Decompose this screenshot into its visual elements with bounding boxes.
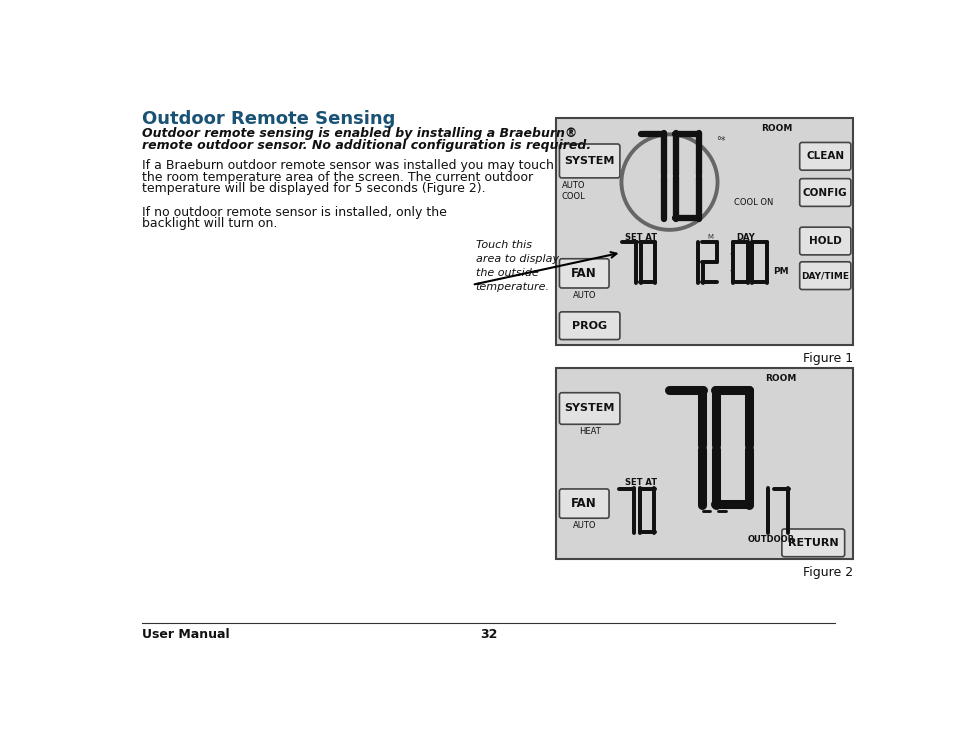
Text: PM: PM [772,267,788,276]
Text: RETURN: RETURN [787,538,838,548]
Text: M: M [707,234,713,240]
Text: °*: °* [715,136,724,146]
Text: AUTO: AUTO [572,520,596,530]
Text: the room temperature area of the screen. The current outdoor: the room temperature area of the screen.… [142,171,533,184]
FancyBboxPatch shape [558,489,608,518]
Text: 32: 32 [479,627,497,641]
Text: COOL ON: COOL ON [733,198,772,207]
Text: HEAT: HEAT [578,427,600,436]
Text: SET AT: SET AT [624,477,657,486]
Circle shape [730,270,731,272]
Text: SET AT: SET AT [624,232,657,241]
Text: HOLD: HOLD [808,236,841,246]
Text: SYSTEM: SYSTEM [564,156,615,166]
Text: CLEAN: CLEAN [805,151,843,162]
Text: FAN: FAN [571,497,597,510]
FancyBboxPatch shape [558,259,608,288]
Text: User Manual: User Manual [142,627,230,641]
Text: remote outdoor sensor. No additional configuration is required.: remote outdoor sensor. No additional con… [142,139,591,152]
Text: AUTO: AUTO [572,291,596,300]
FancyBboxPatch shape [558,312,619,339]
FancyBboxPatch shape [799,179,850,207]
Text: temperature will be displayed for 5 seconds (Figure 2).: temperature will be displayed for 5 seco… [142,182,486,196]
Circle shape [730,253,731,255]
FancyBboxPatch shape [558,393,619,424]
Text: DAY/TIME: DAY/TIME [801,271,848,280]
FancyBboxPatch shape [799,227,850,255]
FancyBboxPatch shape [799,262,850,289]
Text: ROOM: ROOM [760,124,791,133]
Text: Figure 1: Figure 1 [802,352,852,365]
Text: backlight will turn on.: backlight will turn on. [142,217,277,230]
Bar [555,368,852,559]
Text: Outdoor Remote Sensing: Outdoor Remote Sensing [142,110,395,128]
Text: FAN: FAN [571,267,597,280]
Text: SYSTEM: SYSTEM [564,404,615,413]
Text: Outdoor remote sensing is enabled by installing a Braeburn®: Outdoor remote sensing is enabled by ins… [142,127,578,140]
Text: AUTO
COOL: AUTO COOL [561,181,585,201]
Text: Touch this
area to display
the outside
temperature.: Touch this area to display the outside t… [476,240,558,292]
Text: If no outdoor remote sensor is installed, only the: If no outdoor remote sensor is installed… [142,206,447,218]
Text: ROOM: ROOM [764,374,795,383]
Bar [555,118,852,345]
Text: Figure 2: Figure 2 [802,566,852,579]
Text: If a Braeburn outdoor remote sensor was installed you may touch: If a Braeburn outdoor remote sensor was … [142,159,554,173]
Text: PROG: PROG [572,321,607,331]
Text: CONFIG: CONFIG [802,187,846,198]
FancyBboxPatch shape [799,142,850,170]
Text: OUTDOOR: OUTDOOR [747,534,794,543]
FancyBboxPatch shape [558,144,619,178]
FancyBboxPatch shape [781,529,843,556]
Text: DAY: DAY [736,232,754,241]
